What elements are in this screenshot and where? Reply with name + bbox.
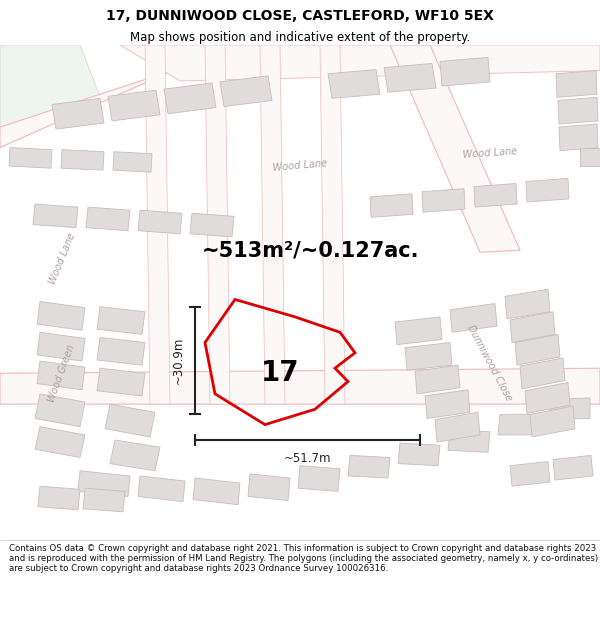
Polygon shape: [145, 45, 170, 404]
Polygon shape: [526, 178, 569, 202]
Polygon shape: [580, 148, 600, 166]
Polygon shape: [38, 486, 80, 510]
Polygon shape: [448, 430, 490, 452]
Polygon shape: [220, 76, 272, 106]
Polygon shape: [390, 45, 520, 252]
Polygon shape: [0, 45, 55, 101]
Polygon shape: [190, 213, 234, 237]
Text: Wood Green: Wood Green: [47, 343, 77, 404]
Polygon shape: [559, 124, 598, 151]
Polygon shape: [505, 289, 550, 319]
Polygon shape: [425, 390, 470, 419]
Polygon shape: [558, 98, 598, 124]
Text: Map shows position and indicative extent of the property.: Map shows position and indicative extent…: [130, 31, 470, 44]
Polygon shape: [395, 317, 442, 344]
Polygon shape: [498, 414, 540, 435]
Polygon shape: [260, 45, 285, 404]
Polygon shape: [33, 204, 78, 228]
Polygon shape: [97, 368, 145, 396]
Polygon shape: [520, 358, 565, 389]
Polygon shape: [435, 412, 480, 442]
Polygon shape: [83, 488, 125, 512]
Polygon shape: [86, 207, 130, 231]
Polygon shape: [248, 474, 290, 501]
Polygon shape: [556, 71, 597, 98]
Polygon shape: [405, 342, 452, 370]
Text: Wood Lane: Wood Lane: [272, 159, 328, 173]
Text: ~51.7m: ~51.7m: [284, 452, 331, 466]
Polygon shape: [37, 361, 85, 390]
Polygon shape: [415, 365, 460, 394]
Polygon shape: [510, 312, 555, 342]
Polygon shape: [440, 58, 490, 86]
Polygon shape: [0, 45, 100, 148]
Polygon shape: [35, 427, 85, 458]
Text: Dunniwood Close: Dunniwood Close: [466, 323, 514, 402]
Polygon shape: [553, 456, 593, 480]
Polygon shape: [510, 462, 550, 486]
Polygon shape: [61, 149, 104, 170]
Polygon shape: [328, 69, 380, 98]
Polygon shape: [0, 45, 250, 148]
Polygon shape: [138, 476, 185, 502]
Polygon shape: [105, 404, 155, 437]
Polygon shape: [138, 210, 182, 234]
Polygon shape: [0, 368, 600, 404]
Polygon shape: [193, 478, 240, 504]
Polygon shape: [120, 45, 600, 81]
Polygon shape: [422, 189, 465, 213]
Text: Wood Lane: Wood Lane: [463, 146, 518, 159]
Polygon shape: [348, 456, 390, 478]
Polygon shape: [37, 332, 85, 361]
Text: 17: 17: [260, 359, 299, 388]
Polygon shape: [108, 90, 160, 121]
Polygon shape: [78, 471, 130, 496]
Text: 17, DUNNIWOOD CLOSE, CASTLEFORD, WF10 5EX: 17, DUNNIWOOD CLOSE, CASTLEFORD, WF10 5E…: [106, 9, 494, 23]
Polygon shape: [398, 443, 440, 466]
Polygon shape: [97, 307, 145, 334]
Polygon shape: [52, 98, 104, 129]
Polygon shape: [525, 382, 570, 413]
Polygon shape: [384, 64, 436, 92]
Polygon shape: [113, 152, 152, 173]
Polygon shape: [110, 440, 160, 471]
Polygon shape: [320, 45, 345, 404]
Polygon shape: [515, 334, 560, 365]
Polygon shape: [298, 466, 340, 491]
Polygon shape: [450, 304, 497, 332]
Polygon shape: [474, 184, 517, 207]
Polygon shape: [370, 194, 413, 218]
Text: ~513m²/~0.127ac.: ~513m²/~0.127ac.: [201, 240, 419, 260]
Polygon shape: [205, 45, 230, 404]
Polygon shape: [9, 148, 52, 168]
Polygon shape: [530, 406, 575, 437]
Text: ~30.9m: ~30.9m: [172, 337, 185, 384]
Polygon shape: [550, 398, 590, 419]
Polygon shape: [35, 394, 85, 427]
Text: Wood Lane: Wood Lane: [47, 231, 77, 286]
Polygon shape: [97, 338, 145, 365]
Polygon shape: [37, 301, 85, 330]
Polygon shape: [164, 83, 216, 114]
Text: Contains OS data © Crown copyright and database right 2021. This information is : Contains OS data © Crown copyright and d…: [9, 544, 598, 573]
